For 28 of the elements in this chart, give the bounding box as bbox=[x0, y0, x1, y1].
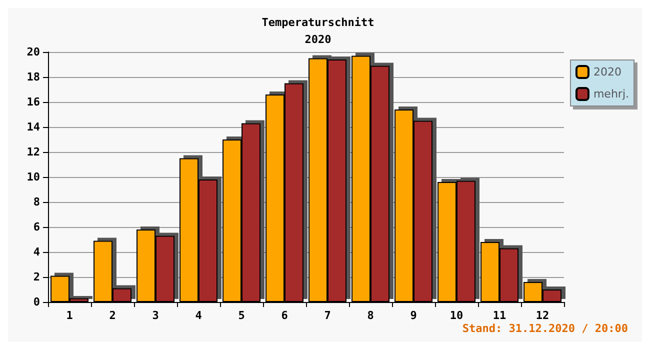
text: Stand: 31.12.2020 / 20:00 bbox=[462, 322, 628, 335]
y-tick-label: 18 bbox=[26, 70, 40, 84]
x-tick-label: 12 bbox=[536, 309, 550, 322]
y-tick-label: 10 bbox=[26, 170, 40, 184]
x-tick-label: 5 bbox=[238, 309, 245, 322]
x-tick-label: 8 bbox=[367, 309, 374, 322]
x-tick-label: 9 bbox=[410, 309, 417, 322]
x-tick-label: 10 bbox=[450, 309, 464, 322]
x-tick-label: 1 bbox=[66, 309, 74, 322]
y-tick-label: 2 bbox=[33, 270, 40, 284]
y-tick-label: 14 bbox=[26, 120, 40, 134]
y-tick-label: 12 bbox=[26, 146, 40, 158]
y-tick-label: 16 bbox=[26, 96, 40, 108]
y-tick-label: 6 bbox=[33, 220, 40, 234]
y-tick-label: 8 bbox=[33, 196, 40, 208]
chart-subtitle: 2020 bbox=[304, 33, 332, 46]
chart-title: Temperaturschnitt bbox=[262, 16, 374, 29]
x-tick-label: 6 bbox=[281, 309, 288, 322]
legend-label: mehrj. bbox=[593, 88, 629, 100]
x-tick-label: 2 bbox=[109, 309, 116, 322]
y-tick-label: 4 bbox=[33, 246, 40, 258]
x-tick-label: 7 bbox=[324, 309, 331, 322]
x-tick-label: 11 bbox=[492, 309, 506, 322]
y-tick-label: 20 bbox=[26, 46, 40, 58]
x-tick-label: 3 bbox=[152, 309, 159, 322]
legend-label: 2020 bbox=[593, 66, 622, 78]
x-tick-label: 4 bbox=[195, 309, 202, 322]
y-tick-label: 0 bbox=[33, 296, 40, 308]
